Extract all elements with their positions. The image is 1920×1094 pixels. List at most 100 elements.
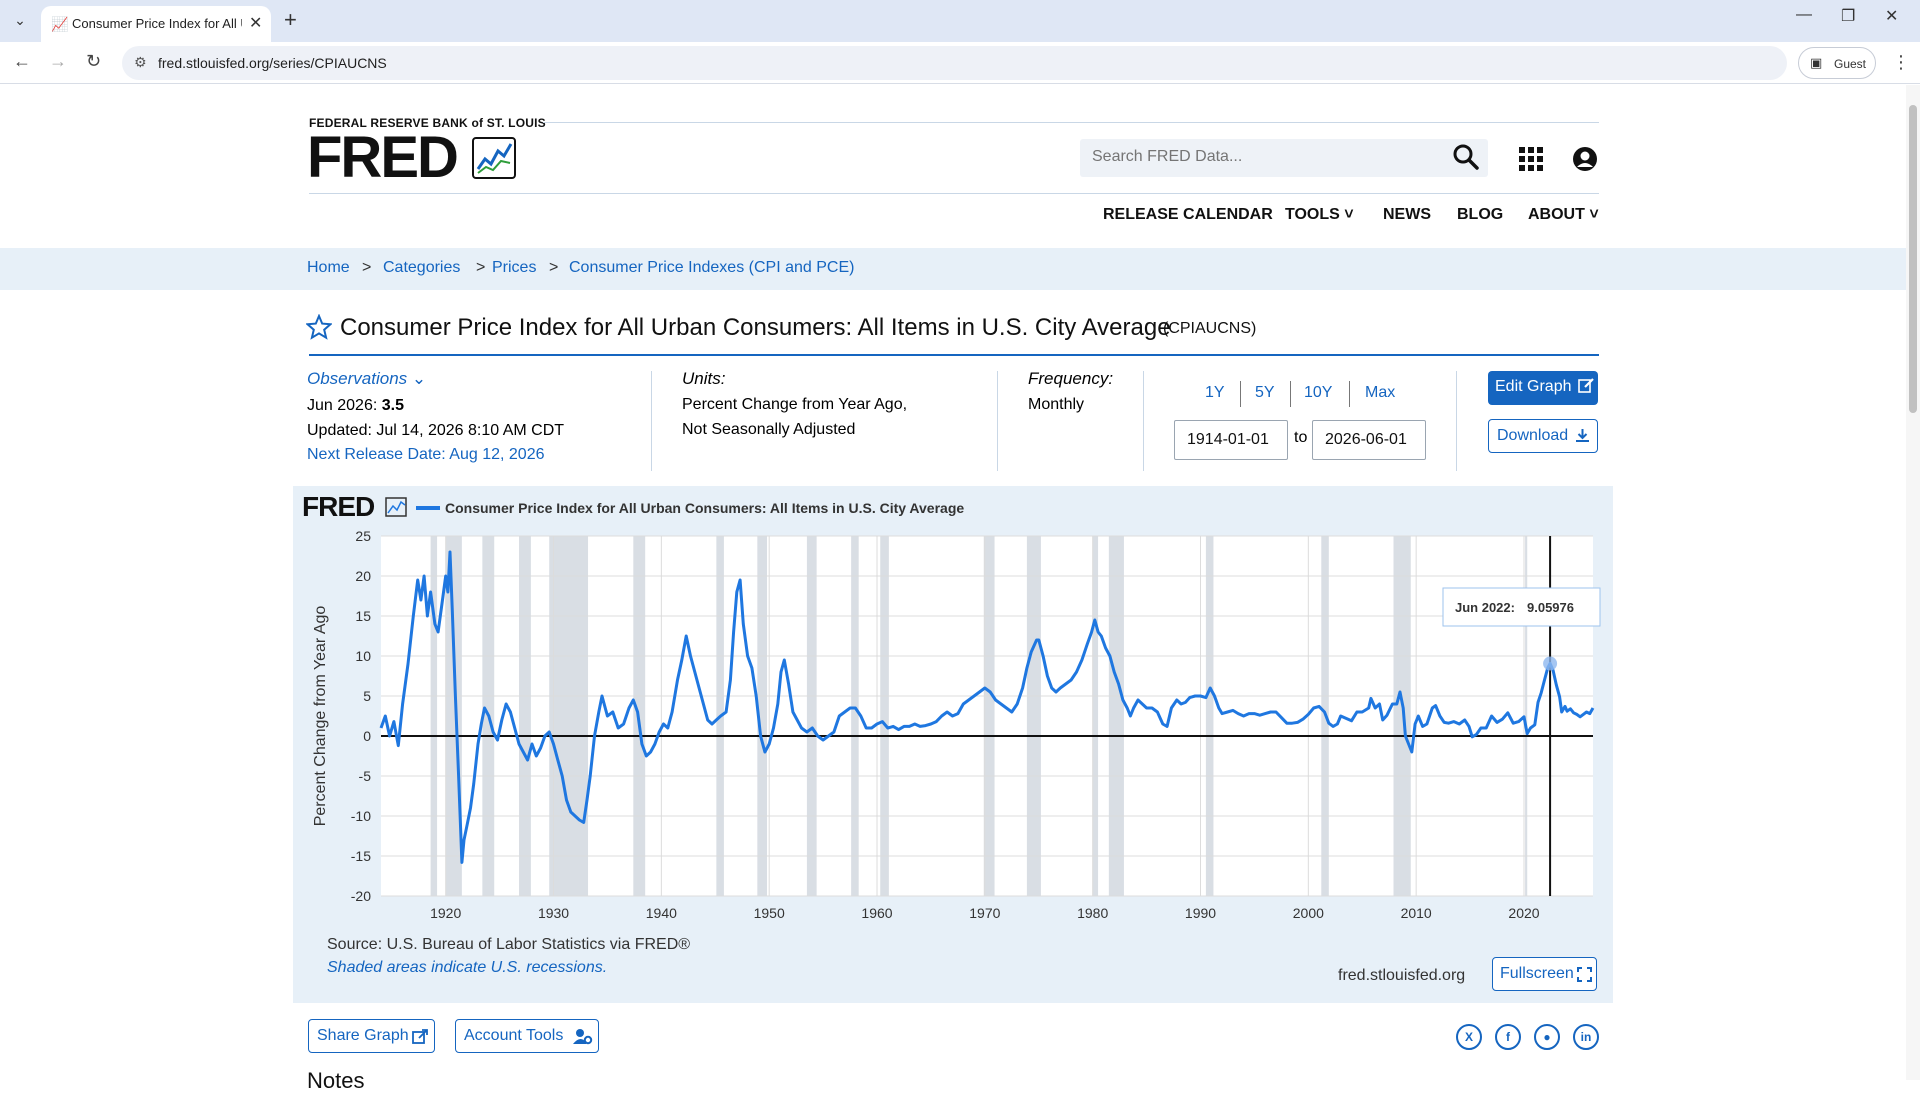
site-info-icon[interactable]: ⚙: [134, 54, 147, 70]
range-max-button[interactable]: Max: [1365, 384, 1396, 401]
x-twitter-icon[interactable]: X: [1456, 1024, 1482, 1050]
address-bar: ← → ↻ ⚙ fred.stlouisfed.org/series/CPIAU…: [0, 42, 1920, 84]
x-tick-label: 1990: [1185, 905, 1216, 921]
profile-button[interactable]: ▣ Guest: [1798, 47, 1876, 79]
x-tick-label: 1920: [430, 905, 461, 921]
hover-marker: [1543, 656, 1558, 671]
forward-arrow-icon[interactable]: →: [49, 51, 67, 71]
observations-toggle[interactable]: Observations ⌄: [307, 369, 426, 389]
bank-name: FEDERAL RESERVE BANK of ST. LOUIS: [309, 116, 546, 130]
recession-band: [445, 536, 462, 896]
tab-list-chevron-icon[interactable]: ⌄: [14, 12, 26, 28]
scrollbar-thumb[interactable]: [1909, 105, 1917, 413]
facebook-icon[interactable]: f: [1495, 1024, 1521, 1050]
x-tick-label: 2000: [1293, 905, 1324, 921]
range-10y-button[interactable]: 10Y: [1304, 384, 1333, 401]
y-axis-label: Percent Change from Year Ago: [312, 606, 329, 827]
fred-logo[interactable]: FRED: [307, 125, 459, 190]
nav-release-calendar[interactable]: RELEASE CALENDAR: [1103, 206, 1273, 223]
breadcrumb-categories[interactable]: Categories: [383, 259, 461, 276]
edit-graph-button[interactable]: Edit Graph: [1488, 371, 1598, 405]
header-divider: [309, 193, 1599, 194]
fred-favicon-icon: 📈: [51, 16, 69, 32]
units-label: Units:: [682, 369, 726, 388]
nav-tools[interactable]: TOOLS ˅: [1285, 206, 1354, 224]
minimize-icon[interactable]: —: [1796, 6, 1812, 23]
fullscreen-button[interactable]: Fullscreen: [1492, 957, 1597, 991]
title-divider: [309, 354, 1599, 356]
fullscreen-label: Fullscreen: [1500, 965, 1574, 982]
account-tools-button[interactable]: Account Tools: [455, 1019, 599, 1053]
frequency-value: Monthly: [1028, 396, 1085, 413]
apps-grid-icon[interactable]: [1518, 146, 1544, 177]
browser-tab[interactable]: 📈 Consumer Price Index for All Urban Con…: [41, 6, 271, 42]
start-date-input[interactable]: 1914-01-01: [1174, 420, 1288, 460]
tooltip-date: Jun 2022:: [1455, 600, 1515, 615]
window-close-icon[interactable]: ✕: [1885, 8, 1899, 25]
chevron-down-icon: ˅: [1589, 206, 1599, 223]
recession-band: [1525, 536, 1528, 896]
search-icon[interactable]: [1452, 143, 1480, 176]
user-gear-icon: [573, 1028, 593, 1050]
y-tick-label: -5: [359, 768, 372, 784]
share-graph-button[interactable]: Share Graph: [308, 1019, 435, 1053]
search-input[interactable]: [1090, 147, 1430, 167]
reddit-icon[interactable]: ●: [1534, 1024, 1560, 1050]
x-tick-label: 2020: [1508, 905, 1539, 921]
header-top-rule: [543, 122, 1599, 123]
chart-logo-icon: [385, 497, 407, 517]
range-separator: [1240, 381, 1241, 407]
download-button[interactable]: Download: [1488, 419, 1598, 453]
end-date-input[interactable]: 2026-06-01: [1312, 420, 1426, 460]
fred-logo-chart-icon[interactable]: [472, 137, 516, 179]
breadcrumb-home[interactable]: Home: [307, 259, 350, 276]
nav-blog[interactable]: BLOG: [1457, 206, 1504, 223]
next-release-link[interactable]: Next Release Date: Aug 12, 2026: [307, 446, 545, 463]
chevron-down-icon: ˅: [1344, 206, 1354, 223]
browser-tab-bar: ⌄ 📈 Consumer Price Index for All Urban C…: [0, 0, 1920, 42]
reload-icon[interactable]: ↻: [86, 51, 102, 71]
graph-site-credit: fred.stlouisfed.org: [1338, 967, 1466, 984]
breadcrumb-prices[interactable]: Prices: [492, 259, 537, 276]
recession-band: [1393, 536, 1411, 896]
browser-menu-icon[interactable]: ⋮: [1892, 52, 1910, 72]
url-field[interactable]: ⚙ fred.stlouisfed.org/series/CPIAUCNS: [122, 46, 1787, 80]
y-tick-label: -20: [351, 888, 371, 904]
breadcrumb-cpi-pce[interactable]: Consumer Price Indexes (CPI and PCE): [569, 259, 855, 276]
recession-band: [519, 536, 531, 896]
account-user-icon[interactable]: [1572, 146, 1598, 177]
notes-heading: Notes: [307, 1068, 365, 1093]
range-5y-button[interactable]: 5Y: [1255, 384, 1275, 401]
favorite-star-icon[interactable]: [305, 313, 333, 345]
fullscreen-icon: [1577, 967, 1592, 987]
recession-band: [806, 536, 817, 896]
recession-band: [880, 536, 889, 896]
recession-band: [1108, 536, 1124, 896]
tab-close-icon[interactable]: ✕: [249, 15, 263, 32]
linkedin-icon[interactable]: in: [1573, 1024, 1599, 1050]
meta-divider: [1456, 371, 1457, 471]
date-to-label: to: [1294, 429, 1308, 446]
page-scrollbar[interactable]: [1906, 85, 1920, 1080]
breadcrumb-separator: >: [362, 259, 372, 276]
share-icon: [412, 1029, 428, 1049]
nav-news[interactable]: NEWS: [1383, 206, 1431, 223]
range-1y-button[interactable]: 1Y: [1205, 384, 1225, 401]
restore-icon[interactable]: ❐: [1841, 8, 1856, 25]
new-tab-plus-icon[interactable]: +: [284, 7, 297, 32]
x-tick-label: 1940: [646, 905, 677, 921]
x-tick-label: 1980: [1077, 905, 1108, 921]
frequency-label: Frequency:: [1028, 369, 1114, 388]
back-arrow-icon[interactable]: ←: [13, 51, 31, 71]
x-tick-label: 1960: [861, 905, 892, 921]
recession-band: [430, 536, 438, 896]
chart-logo-icon-line: [387, 500, 406, 514]
recession-band: [1092, 536, 1099, 896]
edit-icon: [1578, 377, 1594, 398]
download-icon: [1575, 428, 1590, 448]
y-tick-label: 5: [363, 688, 371, 704]
cpi-chart[interactable]: 25 20 15 10 5 0 -5 -10 -15 -20 1920 1930 1940 1950 196…: [293, 486, 1613, 1003]
nav-about[interactable]: ABOUT ˅: [1528, 206, 1599, 224]
y-tick-label: 25: [355, 528, 371, 544]
tab-title: Consumer Price Index for All Urban Consu…: [72, 16, 242, 31]
